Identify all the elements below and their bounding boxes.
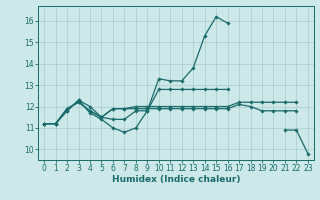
- X-axis label: Humidex (Indice chaleur): Humidex (Indice chaleur): [112, 175, 240, 184]
